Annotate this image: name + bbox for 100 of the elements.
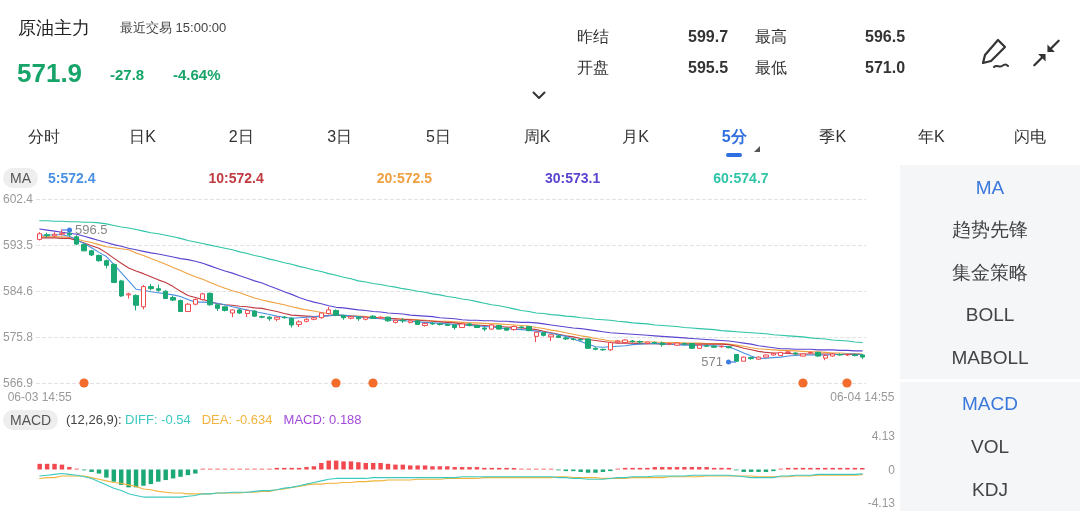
candlestick xyxy=(771,352,776,357)
candlestick xyxy=(333,308,339,317)
candlestick xyxy=(37,231,42,241)
text: KDJ xyxy=(972,478,1008,502)
candlestick xyxy=(482,326,487,332)
candlestick xyxy=(645,341,650,345)
candlestick xyxy=(193,298,198,306)
bar xyxy=(178,469,183,477)
bar xyxy=(430,466,435,470)
bar xyxy=(341,461,346,470)
candlestick xyxy=(541,331,546,337)
bar xyxy=(333,460,339,470)
bar xyxy=(459,467,465,470)
bar xyxy=(422,465,428,470)
text: 周K xyxy=(523,127,551,147)
candlestick xyxy=(393,318,398,324)
candlestick xyxy=(348,315,354,320)
bar xyxy=(437,466,443,470)
text: 5分 xyxy=(721,127,747,147)
y-tick-label: 575.8 xyxy=(2,329,34,344)
candlestick xyxy=(519,325,524,330)
candlestick xyxy=(578,337,583,341)
bar xyxy=(393,464,398,470)
candlestick xyxy=(511,324,517,332)
candlestick xyxy=(437,322,443,326)
bar xyxy=(674,467,680,470)
text: 最近交易 15:00:00 xyxy=(120,20,227,36)
text: 最高 xyxy=(755,27,787,47)
candlestick xyxy=(845,353,850,357)
bar xyxy=(682,467,687,470)
candlestick xyxy=(608,341,613,352)
candlestick xyxy=(467,322,472,327)
candlestick xyxy=(504,327,509,332)
y-tick-label: 566.9 xyxy=(2,376,34,390)
candlestick xyxy=(630,339,635,344)
candlestick xyxy=(860,353,865,360)
candlestick xyxy=(652,341,657,345)
candlestick xyxy=(615,340,620,344)
text: 趋势先锋 xyxy=(952,218,1028,242)
annotation: 596.5 xyxy=(75,222,108,238)
candlestick xyxy=(422,321,428,327)
bar xyxy=(400,464,406,470)
text: 10:572.4 xyxy=(208,170,264,186)
candlestick xyxy=(741,356,746,362)
candlestick xyxy=(682,342,687,346)
text: BOLL xyxy=(965,303,1015,327)
text: -27.8 xyxy=(110,65,145,84)
candlestick xyxy=(185,302,191,313)
text: 571.0 xyxy=(865,58,906,78)
text: 596.5 xyxy=(865,27,906,47)
candlestick xyxy=(378,315,383,320)
bar xyxy=(348,461,354,470)
candlestick xyxy=(667,342,672,346)
candlestick xyxy=(96,253,102,263)
candlestick xyxy=(259,315,265,319)
bar xyxy=(370,463,376,470)
bar xyxy=(326,460,331,470)
text: 月K xyxy=(622,127,649,147)
candlestick xyxy=(89,249,94,257)
candlestick xyxy=(763,353,769,359)
bar xyxy=(445,466,450,470)
candlestick xyxy=(778,351,783,357)
bar xyxy=(363,463,368,470)
bar xyxy=(67,467,72,470)
candlestick xyxy=(585,337,591,350)
text: (12,26,9): xyxy=(66,412,122,428)
candlestick xyxy=(793,351,798,355)
candlestick xyxy=(274,316,280,322)
bar xyxy=(319,463,324,470)
bar xyxy=(37,463,42,470)
text: 595.5 xyxy=(688,58,729,78)
y-tick-label: 593.5 xyxy=(2,238,34,253)
candlestick xyxy=(44,232,50,238)
text: 3日 xyxy=(327,127,353,147)
bar xyxy=(652,467,658,470)
text: 原油主力 xyxy=(18,17,90,40)
bar xyxy=(415,465,420,470)
y-tick-label: -4.13 xyxy=(867,496,896,510)
candlestick xyxy=(496,324,502,331)
candlestick xyxy=(548,333,554,342)
candlestick xyxy=(207,291,213,307)
bar xyxy=(304,467,309,470)
bar xyxy=(704,467,709,470)
bar xyxy=(578,469,583,472)
candlestick xyxy=(52,231,57,238)
candlestick xyxy=(556,334,561,339)
candlestick xyxy=(133,293,139,311)
candlestick xyxy=(808,350,813,354)
text: 分时 xyxy=(28,127,60,147)
text: 599.7 xyxy=(688,27,729,47)
candlestick xyxy=(593,346,598,351)
candlestick xyxy=(408,319,413,324)
candlestick xyxy=(148,283,154,291)
candlestick xyxy=(452,323,457,331)
bar xyxy=(593,469,598,473)
candlestick xyxy=(304,317,309,323)
text: 5日 xyxy=(425,127,451,147)
y-tick-label: 602.4 xyxy=(2,192,34,206)
candlestick xyxy=(674,342,680,347)
candlestick xyxy=(430,321,435,326)
